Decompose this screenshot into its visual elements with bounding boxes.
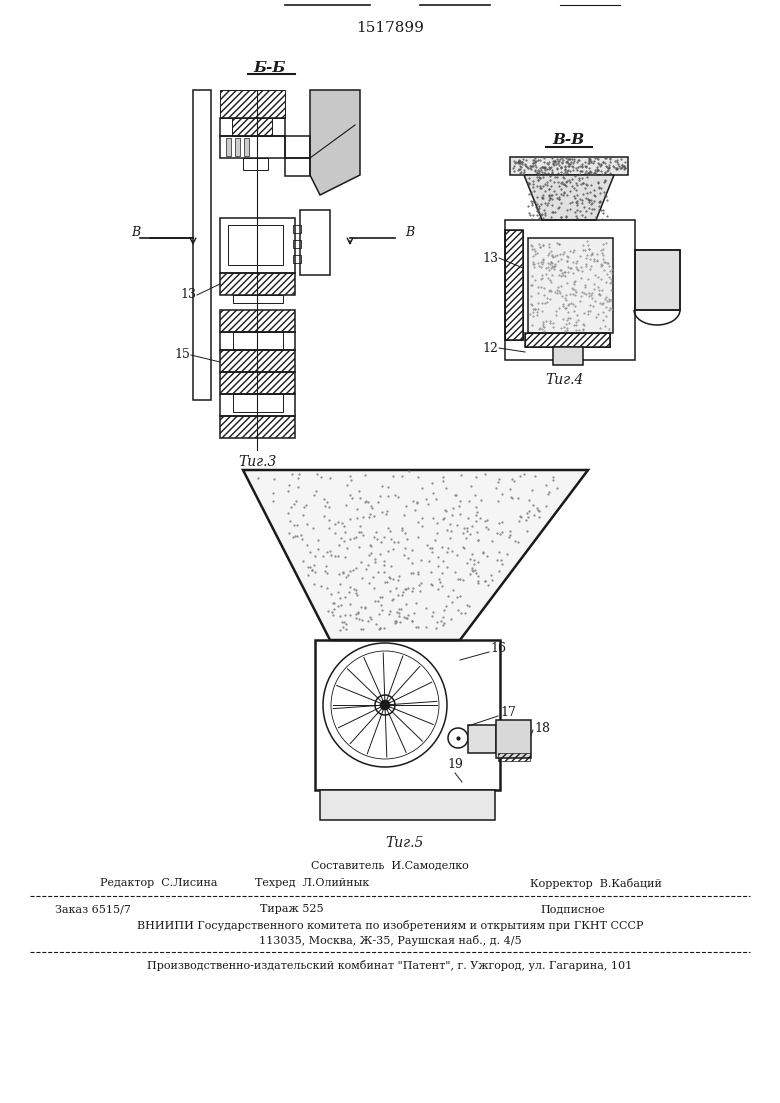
Polygon shape xyxy=(510,157,628,175)
Circle shape xyxy=(448,728,468,748)
Text: 18: 18 xyxy=(534,721,550,735)
Text: Τиг.4: Τиг.4 xyxy=(546,373,584,387)
Bar xyxy=(233,332,283,350)
Text: Τиг.3: Τиг.3 xyxy=(239,456,277,469)
Text: 17: 17 xyxy=(500,706,516,718)
Bar xyxy=(235,138,240,156)
Text: 13: 13 xyxy=(180,289,196,301)
Text: Τиг.5: Τиг.5 xyxy=(386,836,424,850)
Bar xyxy=(220,118,285,136)
Text: Тираж 525: Тираж 525 xyxy=(260,904,324,914)
Text: 13: 13 xyxy=(482,251,498,265)
Text: В-В: В-В xyxy=(552,133,584,147)
Polygon shape xyxy=(524,175,614,219)
Bar xyxy=(220,136,285,158)
Bar xyxy=(220,274,295,295)
Bar xyxy=(220,218,295,274)
Bar xyxy=(220,350,295,372)
Text: Корректор  В.Кабаций: Корректор В.Кабаций xyxy=(530,878,662,889)
Bar xyxy=(193,90,211,400)
Bar xyxy=(220,310,295,332)
Polygon shape xyxy=(310,90,360,195)
Circle shape xyxy=(380,700,390,710)
Bar xyxy=(285,158,310,176)
Bar xyxy=(293,225,301,233)
Bar xyxy=(226,138,231,156)
Polygon shape xyxy=(243,470,588,640)
Bar xyxy=(233,394,283,413)
Text: Подписное: Подписное xyxy=(540,904,604,914)
Bar xyxy=(635,250,680,310)
Bar xyxy=(220,394,295,416)
Bar xyxy=(228,225,283,265)
Text: 113035, Москва, Ж-35, Раушская наб., д. 4/5: 113035, Москва, Ж-35, Раушская наб., д. … xyxy=(259,935,521,946)
Bar xyxy=(505,231,523,340)
Bar xyxy=(220,332,295,350)
Bar xyxy=(233,295,283,303)
Text: ВНИИПИ Государственного комитета по изобретениям и открытиям при ГКНТ СССР: ВНИИПИ Государственного комитета по изоб… xyxy=(136,920,644,931)
Bar xyxy=(553,347,583,365)
Text: 12: 12 xyxy=(482,342,498,354)
Text: 15: 15 xyxy=(174,349,190,362)
Text: Техред  Л.Олийнык: Техред Л.Олийнык xyxy=(255,878,369,888)
Bar xyxy=(293,255,301,263)
Text: Составитель  И.Самоделко: Составитель И.Самоделко xyxy=(311,860,469,870)
Circle shape xyxy=(375,695,395,715)
Bar xyxy=(525,333,610,347)
Bar xyxy=(244,138,249,156)
Text: 19: 19 xyxy=(447,759,463,771)
Bar xyxy=(496,720,531,758)
Bar xyxy=(320,790,495,820)
Bar xyxy=(243,158,268,170)
Bar xyxy=(285,136,310,158)
Bar xyxy=(315,640,500,790)
Bar xyxy=(525,333,610,347)
Bar xyxy=(300,210,330,275)
Text: В: В xyxy=(405,225,414,238)
Bar xyxy=(528,238,613,333)
Bar xyxy=(635,250,680,310)
Text: Редактор  С.Лисина: Редактор С.Лисина xyxy=(100,878,218,888)
Bar xyxy=(293,240,301,248)
Bar xyxy=(220,416,295,438)
Bar xyxy=(468,725,496,753)
Bar xyxy=(505,231,523,340)
Bar xyxy=(220,372,295,394)
Bar xyxy=(232,118,272,136)
Text: В: В xyxy=(131,225,140,238)
Bar xyxy=(505,219,635,360)
Text: Б-Б: Б-Б xyxy=(254,61,286,75)
Bar xyxy=(498,753,530,761)
Text: Заказ 6515/7: Заказ 6515/7 xyxy=(55,904,131,914)
Text: 16: 16 xyxy=(490,642,506,654)
Text: Производственно-издательский комбинат "Патент", г. Ужгород, ул. Гагарина, 101: Производственно-издательский комбинат "П… xyxy=(147,960,633,971)
Bar xyxy=(220,90,285,118)
Text: 1517899: 1517899 xyxy=(356,21,424,35)
